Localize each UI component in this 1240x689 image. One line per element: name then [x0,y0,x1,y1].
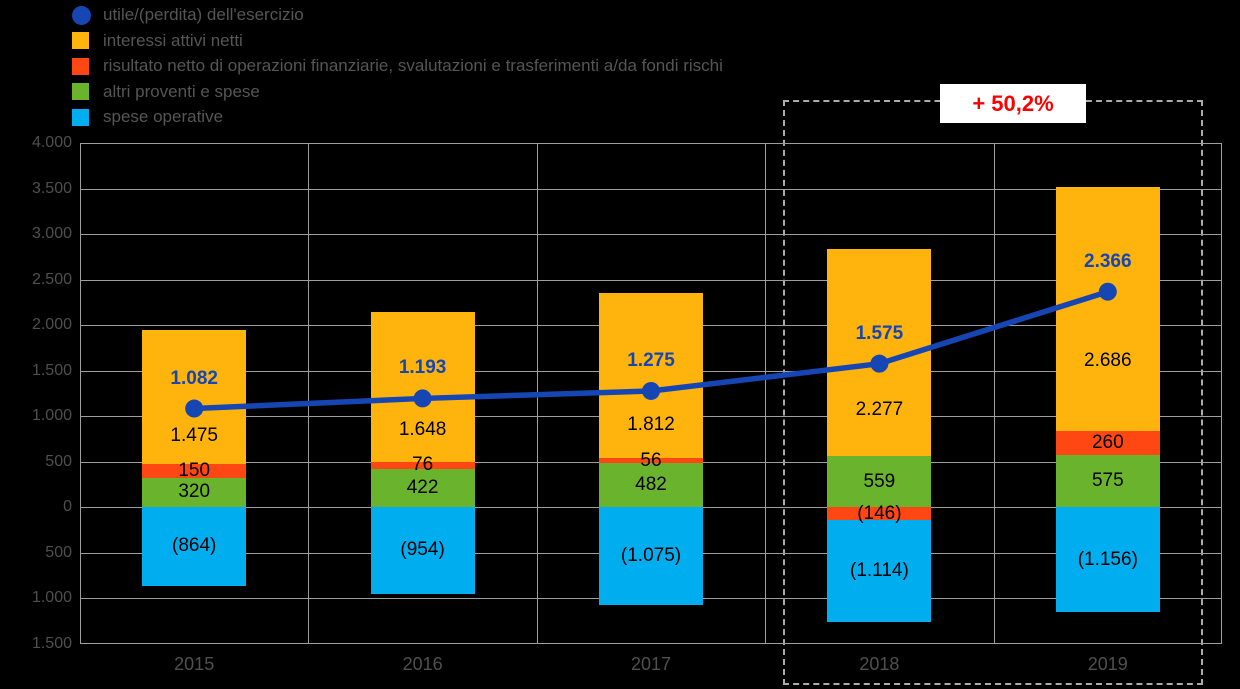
legend-label: risultato netto di operazioni finanziari… [103,56,723,75]
bar-segment-2018 [827,248,932,457]
bar-segment-2019 [1055,454,1160,507]
interessi-attivi-netti-legend-swatch-icon [72,32,89,49]
bar-value-label: 150 [178,460,211,482]
bar-value-label: 575 [1091,469,1124,491]
line-value-label: 1.275 [627,349,675,371]
y-axis-tick-label: 1.000 [31,407,72,424]
growth-annotation-text: + 50,2% [972,90,1054,116]
bar-value-label: 422 [406,476,439,498]
bar-segment-2017 [599,463,703,507]
y-axis-tick-label: 2.500 [31,270,72,288]
bar-value-label: 1.475 [170,425,218,447]
bar-segment-2016 [370,507,475,594]
spese-operative-legend-swatch-icon [72,108,89,126]
y-axis-tick-label: 0 [63,498,72,515]
y-axis-tick-label: 3.500 [31,179,72,197]
bar-segment-2017 [599,507,703,605]
y-axis-tick-label: 2.000 [31,316,72,333]
bar-value-label: 320 [178,481,211,503]
y-axis-tick-label: 1.000 [31,589,72,606]
gridline-horizontal [81,188,1221,190]
line-value-label: 1.575 [855,322,904,344]
bar-value-label: 559 [863,470,896,492]
altri-proventi-e-spese-legend-swatch-icon [72,83,89,100]
legend-label: utile/(perdita) dell'esercizio [103,5,304,24]
bar-value-label: 482 [635,474,667,496]
bar-value-label: 2.686 [1084,350,1132,372]
legend-item-utile-perdita-esercizio: utile/(perdita) dell'esercizio [72,5,304,25]
bar-value-label: 56 [640,449,662,471]
bar-value-label: (1.156) [1077,548,1138,570]
bar-segment-2017 [599,458,703,464]
utile-perdita-esercizio-legend-circle-icon [72,5,91,25]
gridline-vertical [536,144,538,643]
bar-segment-2019 [1055,507,1160,613]
x-axis-label-2017: 2017 [630,654,672,674]
bar-value-label: (864) [172,535,217,557]
gridline-horizontal [81,234,1221,235]
y-axis-tick-label: 1.500 [31,634,72,652]
x-axis-label-2019: 2019 [1087,654,1128,674]
bar-segment-2019 [1055,186,1160,431]
legend-item-interessi-attivi-netti: interessi attivi netti [72,31,243,51]
bar-segment-2018 [827,520,932,622]
y-axis-tick-label: 500 [45,543,72,561]
line-value-label: 2.366 [1084,250,1132,272]
bar-value-label: (146) [857,502,902,524]
bar-segment-2016 [370,461,475,469]
bar-value-label: (954) [400,539,445,561]
bar-segment-2016 [370,468,475,507]
y-axis-tick-label: 3.000 [31,225,72,242]
legend-label: interessi attivi netti [103,30,243,50]
legend-item-spese-operative: spese operative [72,107,223,127]
bar-value-label: (1.114) [849,559,909,581]
x-axis-label-2018: 2018 [859,654,900,674]
gridline-vertical [993,144,995,643]
line-value-label: 1.082 [170,367,218,389]
bar-segment-2019 [1055,431,1160,455]
growth-annotation: + 50,2% [940,84,1086,123]
bar-value-label: 2.277 [855,398,904,420]
gridline-horizontal [81,279,1221,281]
risultato-netto-operazioni-finanziarie-legend-swatch-icon [72,57,89,75]
bar-segment-2018 [827,456,932,507]
bar-segment-2015 [142,464,247,478]
bar-value-label: 76 [412,454,434,476]
bar-segment-2015 [142,477,247,507]
y-axis-tick-label: 1.500 [31,361,72,379]
legend-label: spese operative [103,107,224,126]
y-axis-tick-label: 500 [45,452,72,470]
bar-segment-2018 [827,507,932,521]
bar-segment-2015 [142,507,247,586]
bar-value-label: 1.812 [627,413,675,435]
x-axis-label-2015: 2015 [174,654,215,674]
bar-value-label: 260 [1091,431,1124,453]
x-axis-label-2016: 2016 [402,654,443,674]
y-axis-tick-label: 4.000 [31,134,72,151]
gridline-vertical [765,144,767,643]
line-value-label: 1.193 [398,357,447,379]
legend-item-altri-proventi-e-spese: altri proventi e spese [72,82,260,102]
legend-label: altri proventi e spese [103,81,260,101]
gridline-vertical [308,144,310,643]
legend-item-risultato-netto-operazioni-finanziarie: risultato netto di operazioni finanziari… [72,56,723,76]
bar-value-label: (1.075) [620,544,682,566]
bar-value-label: 1.648 [398,419,447,441]
